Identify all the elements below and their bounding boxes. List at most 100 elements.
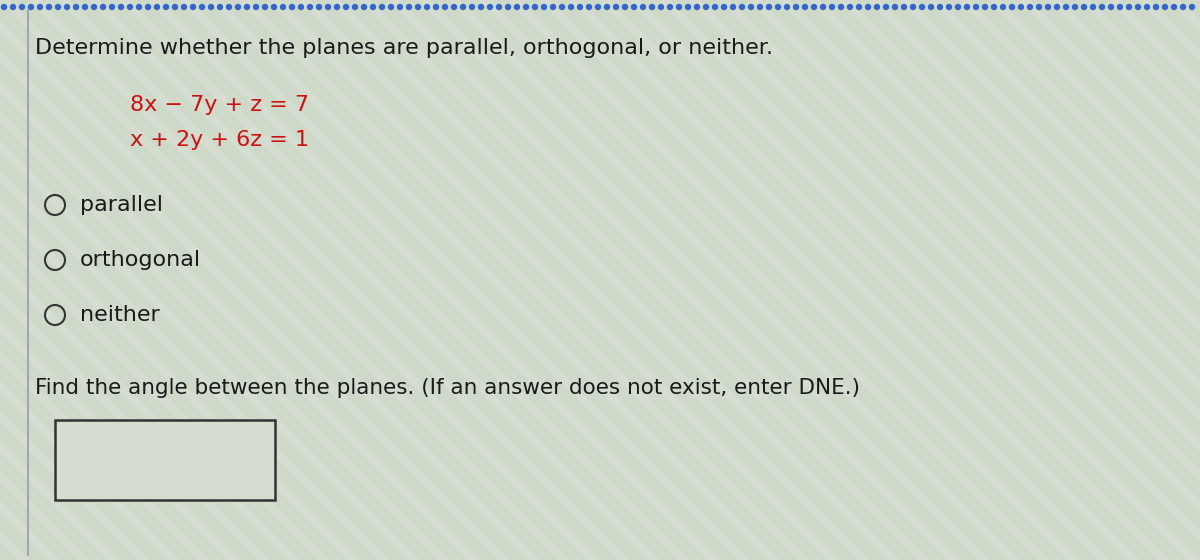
Polygon shape <box>670 0 1200 560</box>
Circle shape <box>37 4 42 10</box>
Circle shape <box>901 4 906 10</box>
Circle shape <box>857 4 862 10</box>
Circle shape <box>695 4 700 10</box>
Circle shape <box>343 4 348 10</box>
Circle shape <box>55 4 60 10</box>
Circle shape <box>577 4 582 10</box>
Circle shape <box>101 4 106 10</box>
Polygon shape <box>1090 0 1200 560</box>
Circle shape <box>379 4 384 10</box>
Polygon shape <box>490 0 1068 560</box>
Circle shape <box>847 4 852 10</box>
Circle shape <box>407 4 412 10</box>
Polygon shape <box>250 0 828 560</box>
Circle shape <box>289 4 294 10</box>
Circle shape <box>299 4 304 10</box>
Polygon shape <box>0 0 138 560</box>
Circle shape <box>235 4 240 10</box>
Circle shape <box>713 4 718 10</box>
Polygon shape <box>1180 0 1200 560</box>
Circle shape <box>163 4 168 10</box>
Circle shape <box>649 4 654 10</box>
Polygon shape <box>310 0 888 560</box>
Circle shape <box>479 4 484 10</box>
Circle shape <box>173 4 178 10</box>
Polygon shape <box>790 0 1200 560</box>
Circle shape <box>1063 4 1068 10</box>
Polygon shape <box>970 0 1200 560</box>
Circle shape <box>307 4 312 10</box>
Circle shape <box>181 4 186 10</box>
Polygon shape <box>0 0 318 560</box>
Circle shape <box>497 4 502 10</box>
Circle shape <box>29 4 34 10</box>
Circle shape <box>883 4 888 10</box>
Circle shape <box>991 4 996 10</box>
Circle shape <box>659 4 664 10</box>
Circle shape <box>1099 4 1104 10</box>
Polygon shape <box>730 0 1200 560</box>
Circle shape <box>919 4 924 10</box>
Polygon shape <box>40 0 618 560</box>
Circle shape <box>749 4 754 10</box>
Circle shape <box>1135 4 1140 10</box>
Polygon shape <box>0 0 408 560</box>
Circle shape <box>353 4 358 10</box>
Circle shape <box>721 4 726 10</box>
Circle shape <box>11 4 16 10</box>
Circle shape <box>217 4 222 10</box>
Circle shape <box>83 4 88 10</box>
Polygon shape <box>370 0 948 560</box>
Circle shape <box>119 4 124 10</box>
Circle shape <box>127 4 132 10</box>
Polygon shape <box>0 0 528 560</box>
Circle shape <box>1055 4 1060 10</box>
Circle shape <box>281 4 286 10</box>
Polygon shape <box>70 0 648 560</box>
Text: neither: neither <box>80 305 160 325</box>
Circle shape <box>893 4 898 10</box>
Circle shape <box>263 4 268 10</box>
Bar <box>55 420 275 500</box>
Circle shape <box>731 4 736 10</box>
Circle shape <box>271 4 276 10</box>
Circle shape <box>1091 4 1096 10</box>
Circle shape <box>1081 4 1086 10</box>
Text: x + 2y + 6z = 1: x + 2y + 6z = 1 <box>130 130 310 150</box>
Circle shape <box>865 4 870 10</box>
Circle shape <box>667 4 672 10</box>
Circle shape <box>1001 4 1006 10</box>
Circle shape <box>1153 4 1158 10</box>
Polygon shape <box>820 0 1200 560</box>
Polygon shape <box>0 0 18 560</box>
Circle shape <box>1127 4 1132 10</box>
Polygon shape <box>0 0 168 560</box>
Text: Find the angle between the planes. (If an answer does not exist, enter DNE.): Find the angle between the planes. (If a… <box>35 378 860 398</box>
Circle shape <box>1045 4 1050 10</box>
Circle shape <box>829 4 834 10</box>
Circle shape <box>1 4 6 10</box>
Circle shape <box>641 4 646 10</box>
Circle shape <box>505 4 510 10</box>
Circle shape <box>443 4 448 10</box>
Circle shape <box>65 4 70 10</box>
Polygon shape <box>0 0 78 560</box>
Circle shape <box>587 4 592 10</box>
Circle shape <box>947 4 952 10</box>
Circle shape <box>875 4 880 10</box>
Polygon shape <box>610 0 1188 560</box>
Circle shape <box>631 4 636 10</box>
Circle shape <box>1019 4 1024 10</box>
Polygon shape <box>0 0 228 560</box>
Polygon shape <box>1060 0 1200 560</box>
Circle shape <box>245 4 250 10</box>
Circle shape <box>209 4 214 10</box>
Circle shape <box>1073 4 1078 10</box>
Circle shape <box>137 4 142 10</box>
Circle shape <box>613 4 618 10</box>
Circle shape <box>155 4 160 10</box>
Circle shape <box>1117 4 1122 10</box>
Circle shape <box>793 4 798 10</box>
Circle shape <box>937 4 942 10</box>
Circle shape <box>767 4 772 10</box>
